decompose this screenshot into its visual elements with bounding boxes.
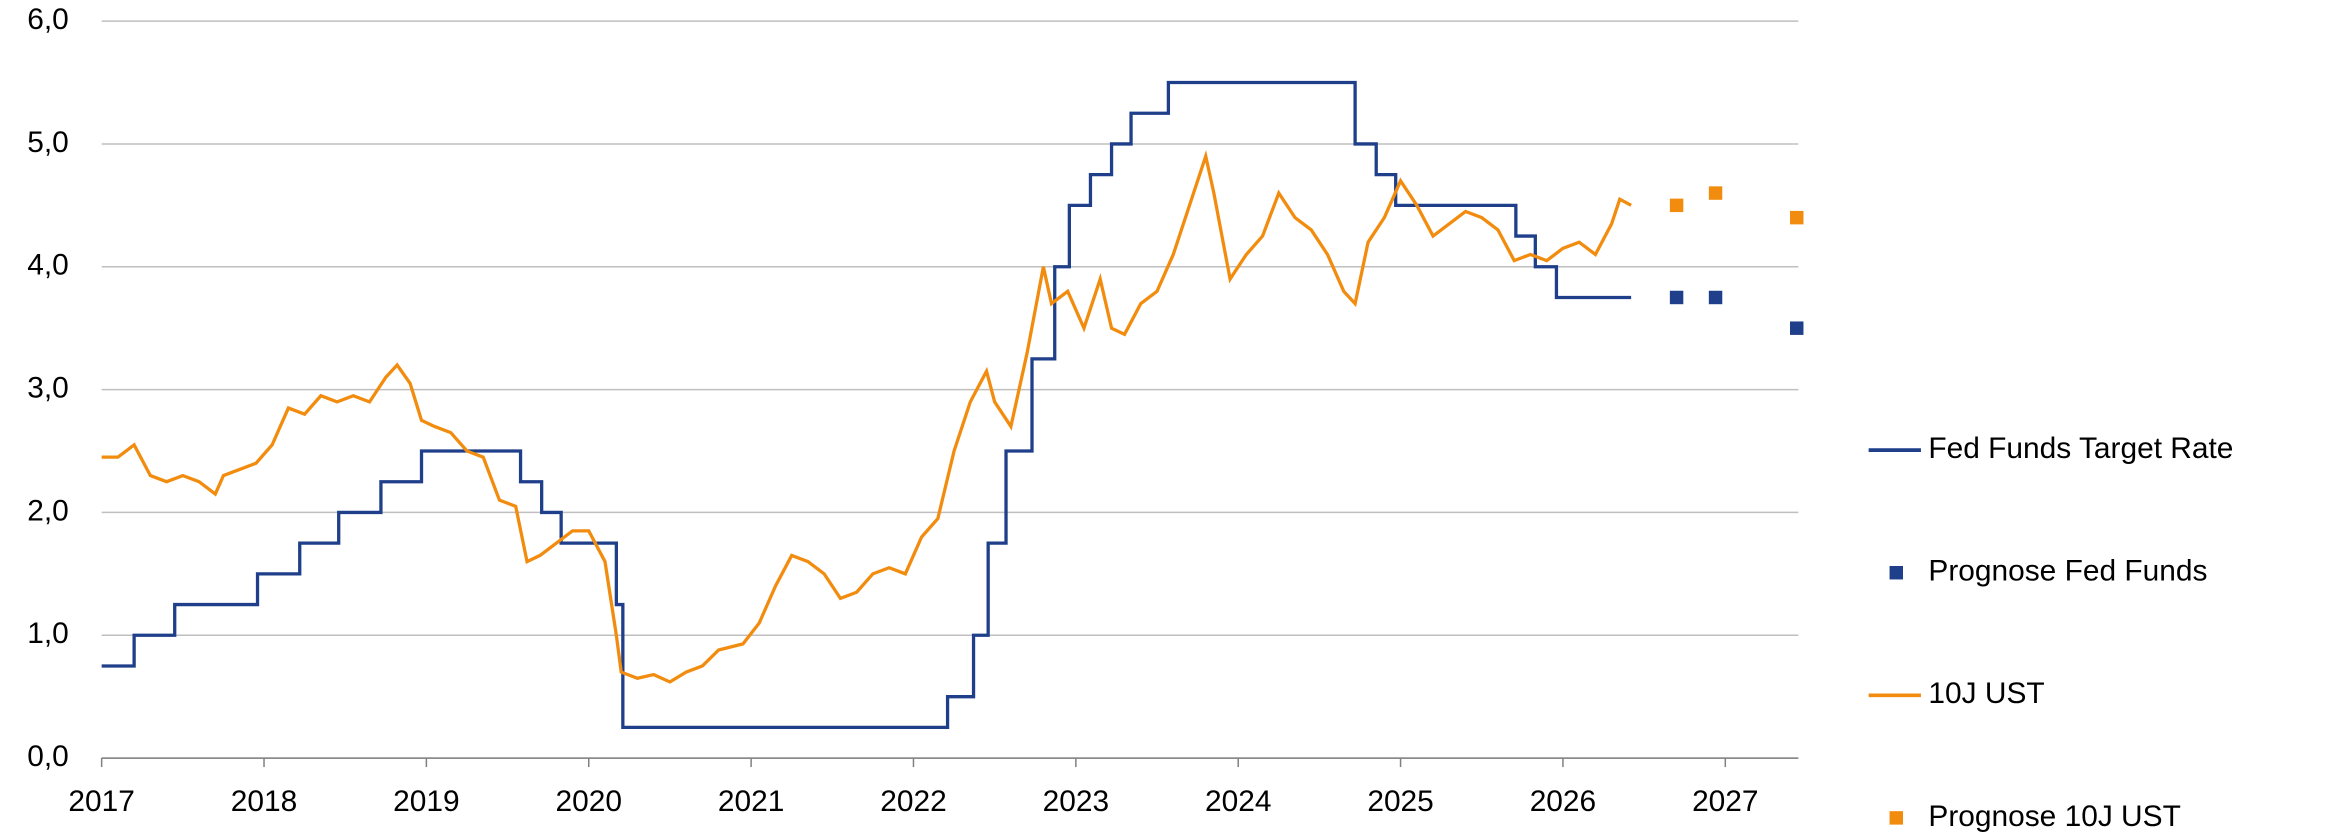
x-tick-label: 2027 — [1692, 785, 1758, 818]
y-tick-label: 0,0 — [27, 740, 69, 773]
y-tick-label: 6,0 — [27, 3, 69, 36]
forecast-marker — [1790, 321, 1804, 335]
legend-label: 10J UST — [1928, 677, 2044, 710]
legend-marker — [1889, 566, 1904, 580]
legend-marker — [1889, 811, 1904, 825]
line-series — [101, 150, 1632, 684]
x-tick-label: 2019 — [393, 785, 459, 818]
step-series — [101, 80, 1632, 730]
x-tick-label: 2020 — [556, 785, 622, 818]
forecast-marker — [1708, 186, 1723, 200]
y-tick-label: 4,0 — [27, 249, 69, 282]
x-tick-label: 2018 — [231, 785, 297, 818]
forecast-marker — [1669, 290, 1684, 305]
legend-label: Prognose Fed Funds — [1928, 555, 2207, 588]
x-tick-label: 2017 — [68, 785, 134, 818]
y-tick-label: 2,0 — [27, 494, 69, 527]
y-tick-label: 1,0 — [27, 617, 69, 650]
x-tick-label: 2021 — [718, 785, 784, 818]
legend-label: Fed Funds Target Rate — [1928, 432, 2233, 465]
y-tick-label: 5,0 — [27, 126, 69, 159]
x-tick-label: 2026 — [1530, 785, 1596, 818]
x-tick-label: 2025 — [1367, 785, 1433, 818]
x-tick-label: 2024 — [1205, 785, 1271, 818]
x-tick-label: 2023 — [1043, 785, 1109, 818]
y-tick-label: 3,0 — [27, 371, 69, 404]
x-tick-label: 2022 — [880, 785, 946, 818]
forecast-marker — [1708, 290, 1723, 305]
forecast-marker — [1790, 210, 1804, 225]
forecast-marker — [1669, 198, 1684, 213]
legend-label: Prognose 10J UST — [1928, 800, 2180, 833]
